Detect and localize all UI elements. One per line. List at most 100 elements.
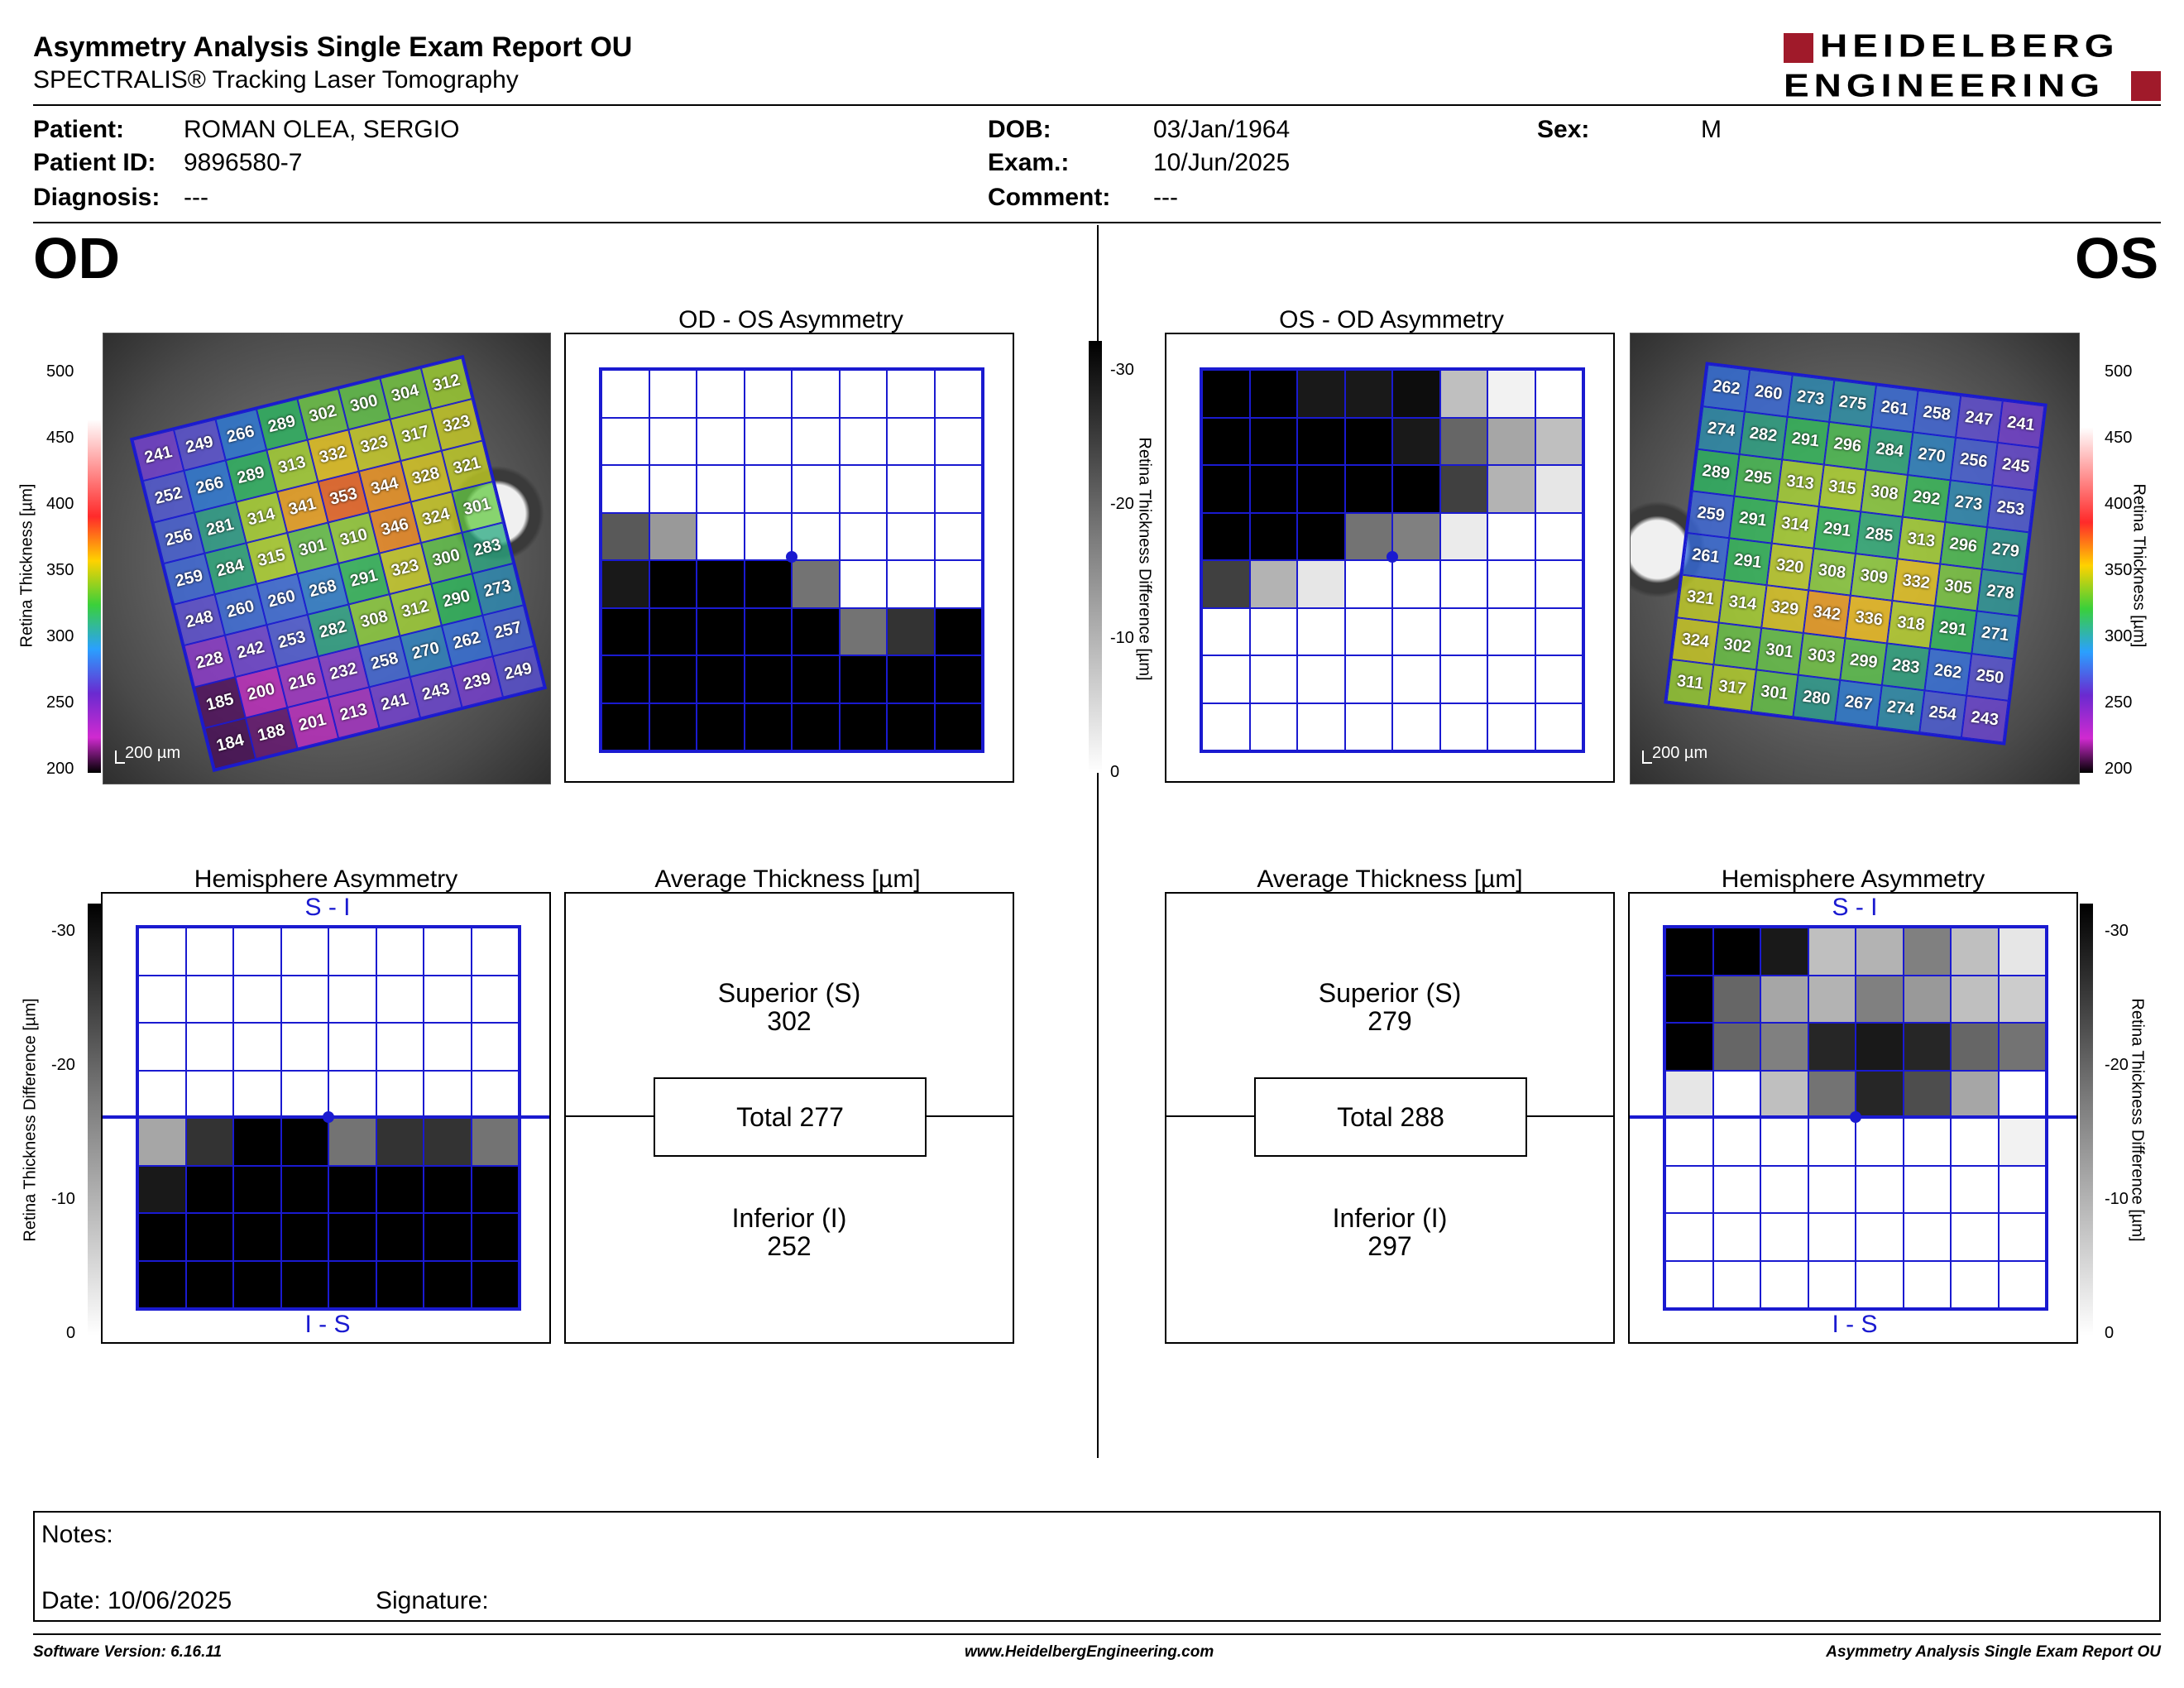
od-asym-cell bbox=[601, 417, 649, 465]
os-thickness-cell: 342 bbox=[1803, 590, 1851, 638]
od-asym-cell bbox=[792, 417, 840, 465]
os-hemi-title: Hemisphere Asymmetry bbox=[1721, 866, 1985, 893]
od-superior-value: 302 bbox=[767, 1006, 812, 1036]
od-asym-cell bbox=[839, 465, 887, 513]
os-thickness-cell: 267 bbox=[1835, 679, 1883, 727]
os-asym-cell bbox=[1487, 655, 1535, 703]
od-hemi-cell bbox=[185, 1023, 233, 1071]
od-hemi-cell bbox=[138, 975, 186, 1023]
od-asym-cell bbox=[744, 655, 792, 703]
od-asym-title: OD - OS Asymmetry bbox=[678, 306, 903, 333]
od-asym-cell bbox=[744, 370, 792, 418]
os-hemi-cell bbox=[1998, 1118, 2046, 1166]
os-hemi-cell bbox=[1712, 1165, 1760, 1213]
os-thickness-cell: 273 bbox=[1944, 479, 1993, 527]
os-asym-cell bbox=[1439, 655, 1487, 703]
od-inferior-value: 252 bbox=[767, 1231, 812, 1261]
diff-colorbar-center bbox=[1089, 341, 1102, 773]
tick: 300 bbox=[2105, 627, 2133, 645]
software-version: Software Version: 6.16.11 bbox=[33, 1643, 223, 1661]
od-hemi-cell bbox=[280, 1023, 328, 1071]
os-hemi-cell bbox=[1856, 1023, 1904, 1071]
od-hemi-cell bbox=[233, 1070, 281, 1118]
os-hemi-cell bbox=[1665, 1213, 1713, 1261]
od-hemi-cell bbox=[328, 928, 376, 976]
tick: 500 bbox=[2105, 362, 2133, 381]
os-asym-cell bbox=[1487, 370, 1535, 418]
patient-label: Patient: bbox=[33, 116, 125, 143]
os-thickness-cell: 315 bbox=[1818, 464, 1866, 512]
os-hemi-colorbar bbox=[2080, 904, 2093, 1336]
os-thickness-cell: 303 bbox=[1798, 632, 1846, 680]
od-hemi-cell bbox=[280, 1165, 328, 1213]
os-asym-cell bbox=[1344, 703, 1392, 750]
os-asym-cell bbox=[1535, 655, 1583, 703]
od-asym-cell bbox=[934, 512, 982, 560]
tick: 0 bbox=[2105, 1324, 2115, 1342]
os-asym-cell bbox=[1487, 465, 1535, 513]
od-asym-cell bbox=[887, 512, 935, 560]
od-hemi-cell bbox=[233, 1165, 281, 1213]
od-hemi-cell bbox=[280, 1070, 328, 1118]
os-hemi-cell bbox=[1712, 1023, 1760, 1071]
os-asym-cell bbox=[1202, 417, 1250, 465]
os-thickness-cell: 262 bbox=[1703, 364, 1751, 412]
os-thickness-cell: 274 bbox=[1876, 684, 1924, 732]
website-link[interactable]: www.HeidelbergEngineering.com bbox=[965, 1643, 1214, 1661]
od-asym-panel bbox=[564, 333, 1014, 783]
os-asym-cell bbox=[1202, 465, 1250, 513]
os-asym-cell bbox=[1535, 417, 1583, 465]
os-hemi-cell bbox=[1856, 975, 1904, 1023]
os-hemi-cell bbox=[1951, 1023, 1999, 1071]
od-asym-cell bbox=[649, 417, 697, 465]
os-total-value: Total 288 bbox=[1254, 1077, 1527, 1157]
od-asym-cell bbox=[792, 370, 840, 418]
os-hemi-cell bbox=[1998, 1260, 2046, 1308]
os-hemi-cell bbox=[1998, 975, 2046, 1023]
od-hemi-cell bbox=[138, 928, 186, 976]
od-hemi-cell bbox=[424, 975, 472, 1023]
diagnosis-label: Diagnosis: bbox=[33, 184, 160, 211]
os-hemi-cell bbox=[1951, 928, 1999, 976]
od-asym-cell bbox=[887, 465, 935, 513]
od-hemi-cell bbox=[280, 928, 328, 976]
os-hemi-cell bbox=[1808, 1023, 1856, 1071]
od-hemi-grid bbox=[136, 925, 521, 1311]
os-asym-cell bbox=[1392, 560, 1440, 608]
os-asym-cell bbox=[1344, 370, 1392, 418]
diff-axis-label-center: Retina Thickness Difference [µm] bbox=[1135, 437, 1154, 681]
os-thickness-cell: 283 bbox=[1882, 642, 1930, 691]
od-fovea-dot bbox=[786, 551, 797, 563]
exam-value: 10/Jun/2025 bbox=[1153, 149, 1291, 176]
od-hemi-dot bbox=[323, 1111, 334, 1123]
os-asym-cell bbox=[1249, 560, 1297, 608]
od-hemi-cell bbox=[233, 975, 281, 1023]
os-thickness-cell: 317 bbox=[1708, 664, 1756, 712]
os-hemi-cell bbox=[1665, 1070, 1713, 1118]
os-eye-label: OS bbox=[2075, 226, 2159, 290]
os-thickness-cell: 291 bbox=[1724, 538, 1772, 586]
os-thickness-cell: 299 bbox=[1840, 637, 1888, 685]
os-asym-cell bbox=[1487, 703, 1535, 750]
od-asym-cell bbox=[601, 465, 649, 513]
od-hemi-cell bbox=[471, 1213, 519, 1261]
od-asym-grid bbox=[599, 367, 984, 753]
od-asym-cell bbox=[839, 560, 887, 608]
tick: -30 bbox=[1110, 361, 1134, 379]
od-asym-cell bbox=[887, 607, 935, 655]
od-hemi-cell bbox=[424, 1070, 472, 1118]
os-superior-label: Superior (S) bbox=[1318, 978, 1462, 1008]
od-hemi-cell bbox=[185, 975, 233, 1023]
od-asym-cell bbox=[601, 607, 649, 655]
os-hemi-cell bbox=[1951, 975, 1999, 1023]
od-asym-cell bbox=[934, 655, 982, 703]
od-asym-cell bbox=[934, 417, 982, 465]
os-thickness-cell: 309 bbox=[1850, 554, 1898, 602]
os-hemi-cell bbox=[1760, 1213, 1808, 1261]
od-asym-cell bbox=[649, 370, 697, 418]
os-thickness-cell: 291 bbox=[1781, 416, 1829, 465]
os-hemi-cell bbox=[1712, 1118, 1760, 1166]
notes-box[interactable]: Notes: Date: 10/06/2025 Signature: bbox=[33, 1511, 2161, 1622]
od-hemi-colorbar bbox=[88, 904, 101, 1336]
os-thickness-cell: 301 bbox=[1751, 669, 1798, 717]
